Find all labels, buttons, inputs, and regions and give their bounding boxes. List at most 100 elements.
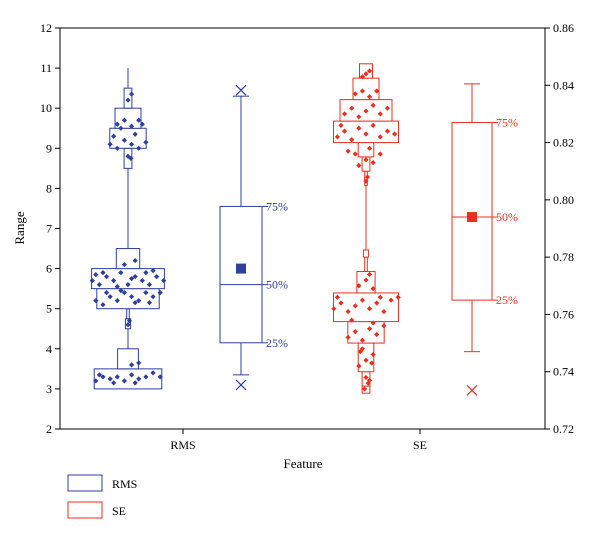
data-point (334, 294, 340, 300)
right-tick-label: 0.82 (553, 136, 574, 150)
data-point (366, 145, 373, 151)
data-point (114, 374, 120, 380)
max-marker (235, 84, 247, 96)
data-point (114, 284, 120, 290)
left-tick-label: 12 (40, 21, 52, 35)
data-point (157, 290, 163, 296)
data-point (341, 128, 348, 134)
data-point (366, 94, 373, 100)
data-point (359, 88, 366, 94)
histogram-bin (117, 348, 139, 370)
histogram-bin (126, 308, 130, 320)
data-point (370, 320, 376, 326)
data-point (338, 122, 344, 128)
data-point (377, 294, 383, 300)
data-point (352, 329, 358, 335)
data-point (357, 349, 363, 355)
x-tick-label: RMS (170, 438, 195, 452)
data-point (356, 125, 362, 131)
data-point (356, 283, 362, 289)
data-point (161, 278, 167, 284)
data-point (121, 137, 128, 143)
data-point (125, 97, 131, 103)
data-point (128, 372, 135, 378)
data-point (341, 111, 348, 117)
data-point (370, 351, 376, 358)
box-iqr (219, 205, 263, 344)
data-point (331, 306, 337, 312)
histogram-bin (364, 256, 368, 272)
right-tick-label: 0.80 (553, 193, 574, 207)
data-point (136, 298, 142, 304)
mean-marker (467, 212, 477, 223)
data-point (334, 134, 340, 140)
data-point (111, 380, 117, 386)
data-point (132, 380, 138, 386)
data-point (363, 71, 369, 77)
right-tick-label: 0.84 (553, 78, 574, 92)
data-point (365, 380, 371, 386)
data-point (377, 111, 383, 117)
data-point (107, 141, 113, 147)
histogram-bin (115, 248, 141, 270)
data-point (392, 131, 398, 137)
data-point (363, 157, 369, 163)
data-point (374, 88, 380, 94)
data-point (103, 274, 110, 280)
left-tick-label: 3 (46, 382, 52, 396)
data-point (157, 374, 163, 380)
left-tick-label: 11 (40, 61, 52, 75)
legend-swatch (67, 474, 103, 492)
data-point (384, 105, 391, 111)
percentile-label: 75% (496, 116, 518, 130)
data-point (359, 74, 366, 80)
data-point (146, 282, 153, 288)
data-point (118, 288, 124, 294)
data-point (128, 276, 135, 282)
data-point (359, 297, 366, 303)
data-point (352, 91, 358, 97)
data-point (366, 271, 373, 277)
data-point (114, 121, 120, 127)
histogram-bin (109, 127, 147, 149)
data-point (132, 131, 138, 137)
data-point (93, 298, 99, 304)
data-point (111, 278, 117, 284)
data-point (136, 145, 142, 151)
data-point (150, 370, 156, 376)
data-point (356, 162, 362, 169)
right-tick-label: 0.72 (553, 422, 574, 436)
data-point (363, 374, 369, 381)
data-point (93, 272, 99, 278)
data-point (345, 334, 351, 340)
left-tick-label: 10 (40, 101, 52, 115)
legend-label: RMS (112, 477, 137, 491)
data-point (370, 286, 376, 292)
data-point (363, 357, 369, 363)
percentile-label: 50% (496, 210, 518, 224)
legend: RMS SE (67, 474, 137, 519)
min-marker (235, 379, 247, 391)
data-point (381, 308, 387, 315)
data-point (107, 376, 113, 382)
data-point (388, 297, 394, 303)
percentile-label: 75% (266, 199, 288, 213)
data-point (349, 317, 355, 323)
data-point (370, 102, 376, 108)
data-point (374, 331, 380, 338)
data-point (363, 178, 369, 184)
data-point (143, 139, 149, 145)
mean-marker (236, 263, 246, 274)
data-point (121, 261, 128, 268)
data-point (125, 282, 131, 288)
data-point (150, 294, 156, 300)
data-point (139, 121, 145, 127)
histogram-bin (357, 342, 375, 373)
data-point (143, 374, 149, 380)
histogram-bin (333, 292, 399, 323)
data-point (366, 306, 373, 312)
data-point (345, 148, 351, 154)
data-point (370, 160, 376, 166)
data-point (363, 131, 369, 137)
x-tick-label: SE (413, 438, 427, 452)
